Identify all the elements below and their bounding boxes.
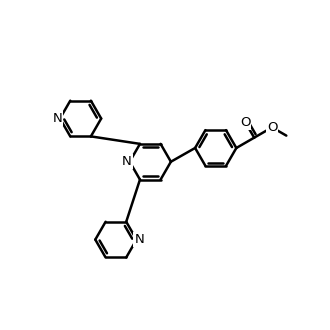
Text: N: N [122,155,132,168]
Text: N: N [134,233,144,246]
Text: N: N [52,112,62,125]
Text: O: O [267,121,277,134]
Text: O: O [240,116,251,129]
